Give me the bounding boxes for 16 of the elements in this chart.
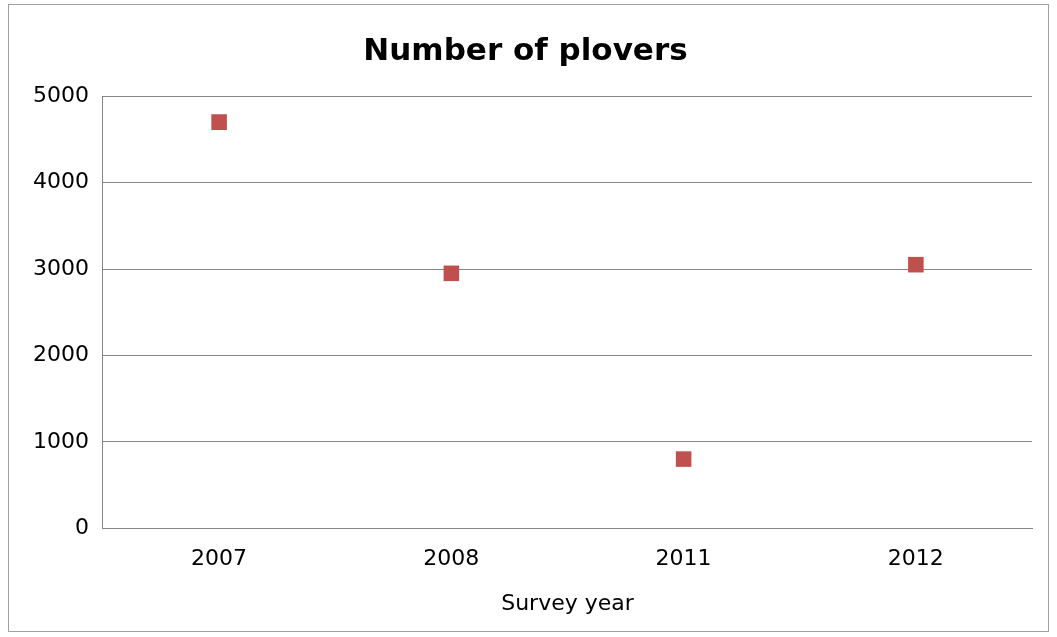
y-tick-label: 1000 (32, 427, 89, 453)
x-axis-title: Survey year (501, 589, 635, 615)
chart-title: Number of plovers (363, 30, 688, 67)
y-tick-label: 4000 (32, 168, 89, 194)
y-tick-label: 5000 (32, 81, 89, 107)
y-tick-label: 2000 (32, 341, 89, 367)
y-tick-label: 3000 (32, 254, 89, 280)
x-tick-label: 2007 (191, 545, 248, 571)
y-tick-label: 0 (74, 513, 89, 539)
x-tick-label: 2011 (655, 545, 712, 571)
point (908, 256, 924, 273)
point (443, 265, 460, 282)
x-tick-label: 2012 (887, 545, 944, 571)
point (675, 451, 692, 467)
x-tick-label: 2008 (423, 545, 480, 571)
point (211, 114, 227, 130)
